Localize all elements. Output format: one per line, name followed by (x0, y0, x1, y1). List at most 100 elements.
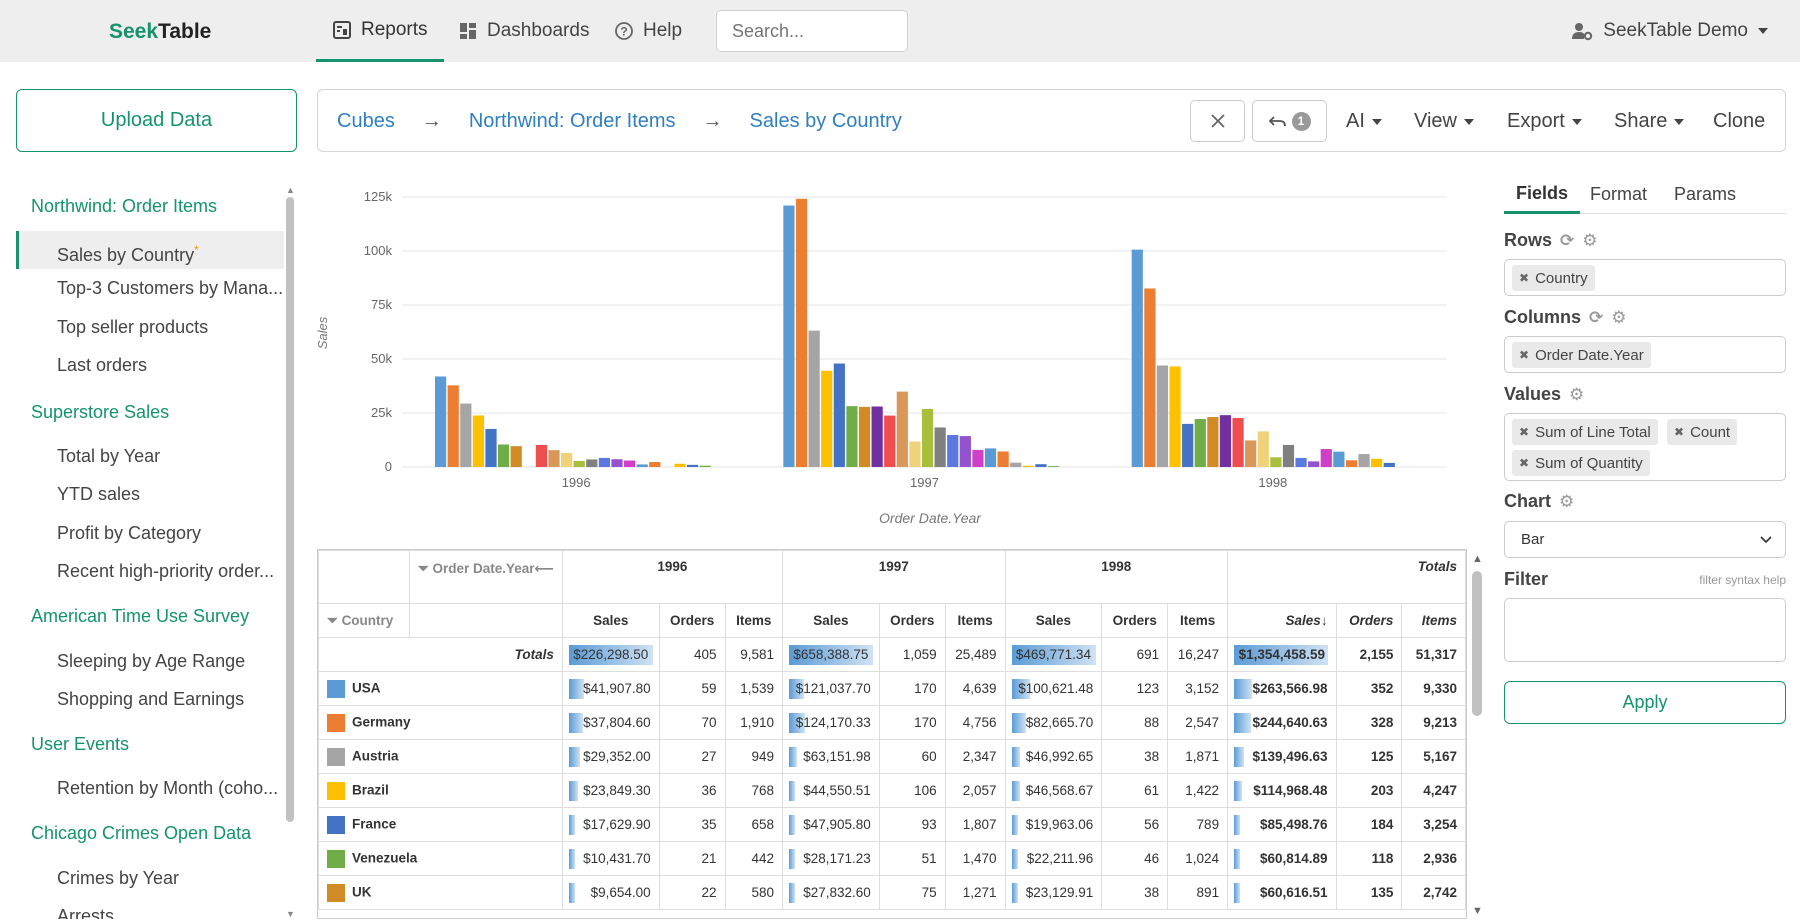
measure-header[interactable]: Orders (1335, 603, 1403, 638)
sidebar-item[interactable]: Retention by Month (coho... (57, 778, 279, 798)
columns-drop-zone[interactable]: ✖ Order Date.Year (1504, 336, 1786, 373)
table-cell[interactable]: $85,498.76 (1227, 807, 1337, 842)
search-input[interactable] (716, 10, 908, 52)
close-button[interactable] (1190, 100, 1245, 142)
table-cell[interactable]: 184 (1335, 807, 1403, 842)
chart-bar[interactable] (795, 198, 808, 467)
table-cell[interactable]: 123 (1101, 671, 1169, 706)
table-cell[interactable]: 580 (724, 875, 783, 910)
measure-header[interactable]: Sales (1004, 603, 1103, 638)
table-cell[interactable]: $37,804.60 (561, 705, 660, 740)
table-cell[interactable]: 2,347 (944, 739, 1006, 774)
chart-bar[interactable] (783, 205, 795, 467)
totals-cell[interactable]: 2,155 (1335, 637, 1403, 672)
field-chip[interactable]: ✖ Count (1667, 419, 1738, 445)
measure-header[interactable]: Sales (561, 603, 660, 638)
table-cell[interactable]: 203 (1335, 773, 1403, 808)
export-menu[interactable]: Export (1507, 90, 1582, 153)
sidebar-item[interactable]: Last orders (57, 355, 148, 375)
measure-header[interactable]: Orders (878, 603, 946, 638)
user-menu[interactable]: SeekTable Demo (1571, 0, 1768, 62)
chart-bar[interactable] (1182, 423, 1194, 467)
chart-bar[interactable] (1207, 417, 1219, 467)
measure-header[interactable]: Items (1401, 603, 1466, 638)
sidebar-item[interactable]: Crimes by Year (57, 868, 180, 888)
chart-bar[interactable] (1219, 415, 1232, 467)
table-cell[interactable]: $60,616.51 (1227, 875, 1337, 910)
chart-bar[interactable] (1156, 365, 1169, 467)
chart-bar[interactable] (896, 391, 908, 467)
sidebar-group-northwind[interactable]: Northwind: Order Items (31, 196, 218, 216)
sidebar-item[interactable]: Top seller products (57, 317, 209, 337)
gear-icon[interactable]: ⚙ (1611, 307, 1627, 327)
totals-cell[interactable]: 1,059 (878, 637, 946, 672)
chart-bar[interactable] (1245, 440, 1257, 467)
sidebar-group-user-events[interactable]: User Events (31, 734, 130, 754)
chart-bar[interactable] (624, 460, 636, 467)
country-cell[interactable]: France (318, 807, 563, 842)
tab-params[interactable]: Params (1674, 184, 1737, 204)
table-cell[interactable]: 36 (658, 773, 726, 808)
rows-drop-zone[interactable]: ✖ Country (1504, 259, 1786, 296)
chart-bar[interactable] (858, 406, 871, 467)
table-cell[interactable]: 2,742 (1401, 875, 1466, 910)
table-cell[interactable]: $139,496.63 (1227, 739, 1337, 774)
chart-bar[interactable] (472, 415, 484, 467)
table-cell[interactable]: 1,470 (944, 841, 1006, 876)
country-cell[interactable]: Brazil (318, 773, 563, 808)
table-cell[interactable]: 1,024 (1167, 841, 1229, 876)
table-cell[interactable]: 35 (658, 807, 726, 842)
sidebar-item[interactable]: YTD sales (57, 484, 141, 504)
table-cell[interactable]: 56 (1101, 807, 1169, 842)
table-cell[interactable]: $41,907.80 (561, 671, 660, 706)
table-cell[interactable]: 1,422 (1167, 773, 1229, 808)
table-cell[interactable]: 70 (658, 705, 726, 740)
chart-bar[interactable] (674, 463, 686, 467)
chart-bar[interactable] (1320, 449, 1332, 467)
filter-textarea[interactable] (1504, 598, 1786, 662)
sidebar-item[interactable]: Sleeping by Age Range (57, 651, 246, 671)
gear-icon[interactable]: ⚙ (1569, 384, 1585, 404)
remove-icon[interactable]: ✖ (1519, 271, 1530, 285)
chart-bar[interactable] (1047, 466, 1060, 467)
chart-bar[interactable] (447, 385, 459, 467)
table-cell[interactable]: 1,539 (724, 671, 783, 706)
refresh-icon[interactable]: ⟳ (1589, 307, 1604, 327)
table-cell[interactable]: 9,213 (1401, 705, 1466, 740)
table-cell[interactable]: $46,568.67 (1004, 773, 1103, 808)
table-cell[interactable]: 88 (1101, 705, 1169, 740)
chart-bar[interactable] (699, 465, 711, 467)
chart-bar[interactable] (1257, 431, 1269, 467)
filter-icon[interactable]: ⏷ (327, 612, 342, 628)
table-cell[interactable]: 118 (1335, 841, 1403, 876)
breadcrumb-cube[interactable]: Northwind: Order Items (468, 110, 676, 132)
totals-cell[interactable]: 16,247 (1167, 637, 1229, 672)
table-cell[interactable]: $29,352.00 (561, 739, 660, 774)
table-cell[interactable]: 2,936 (1401, 841, 1466, 876)
table-cell[interactable]: $82,665.70 (1004, 705, 1103, 740)
apply-button[interactable]: Apply (1504, 681, 1786, 724)
scroll-up-icon[interactable]: ▲ (286, 185, 295, 195)
country-cell[interactable]: Austria (318, 739, 563, 774)
measure-header[interactable]: Items (1167, 603, 1229, 638)
sidebar-item[interactable]: Recent high-priority order... (57, 561, 275, 581)
chart-bar[interactable] (884, 415, 896, 467)
table-cell[interactable]: 135 (1335, 875, 1403, 910)
sidebar-group-superstore[interactable]: Superstore Sales (31, 402, 170, 422)
table-cell[interactable]: $27,832.60 (781, 875, 880, 910)
table-cell[interactable]: 768 (724, 773, 783, 808)
year-header[interactable]: 1997 (781, 550, 1006, 604)
scroll-down-icon[interactable]: ▼ (286, 909, 295, 919)
table-cell[interactable]: 170 (878, 705, 946, 740)
table-scrollbar[interactable]: ▲ ▼ (1467, 549, 1487, 919)
chart-bar[interactable] (636, 464, 648, 467)
table-cell[interactable]: 328 (1335, 705, 1403, 740)
chart-bar[interactable] (687, 464, 699, 467)
measure-header[interactable]: Orders (658, 603, 726, 638)
scrollbar-thumb[interactable] (1472, 571, 1482, 716)
chart-bar[interactable] (510, 446, 522, 467)
chart-bar[interactable] (649, 462, 661, 467)
table-cell[interactable]: 59 (658, 671, 726, 706)
table-cell[interactable]: $46,992.65 (1004, 739, 1103, 774)
remove-icon[interactable]: ✖ (1519, 348, 1530, 362)
